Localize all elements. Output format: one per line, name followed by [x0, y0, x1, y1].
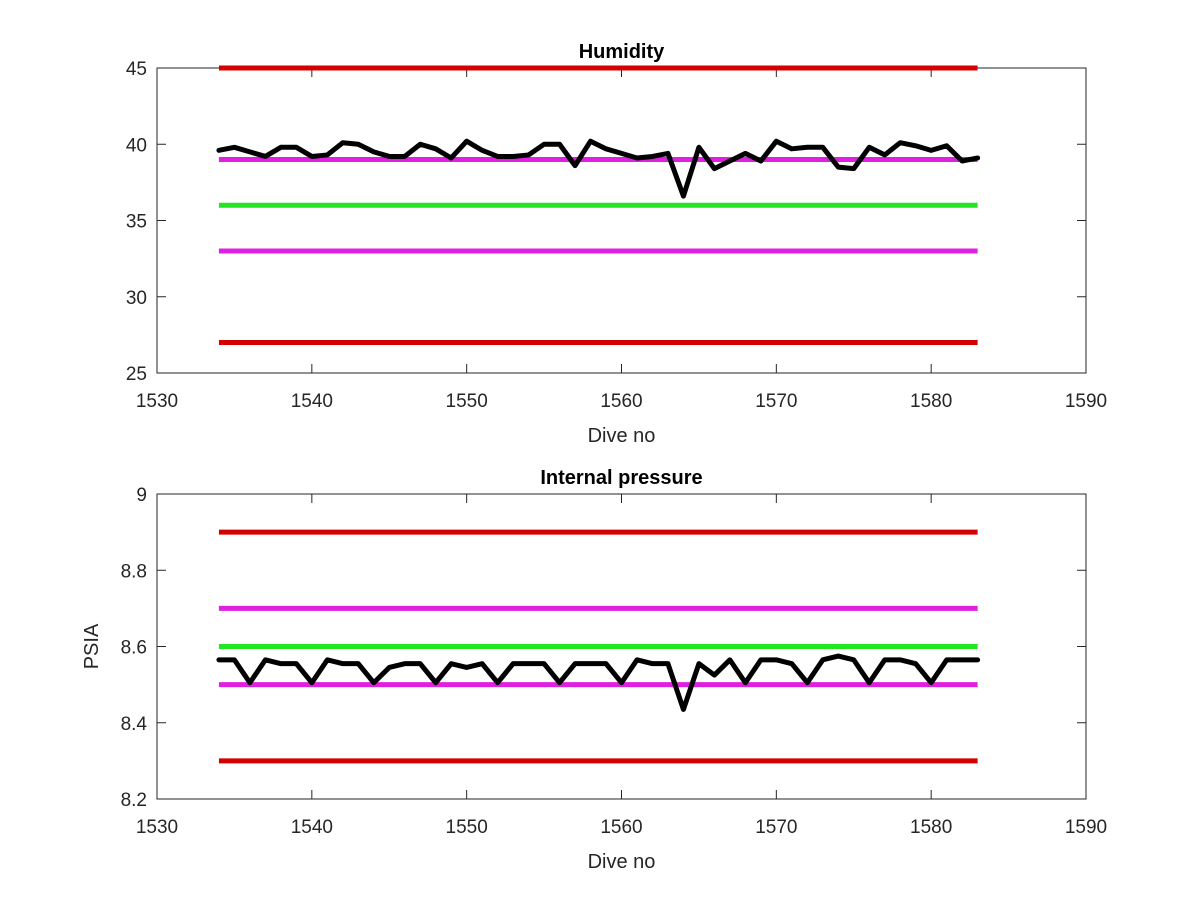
- y-tick-label: 30: [126, 288, 147, 309]
- y-tick-label: 25: [126, 364, 147, 385]
- y-tick-label: 35: [126, 212, 147, 233]
- x-tick-label: 1590: [1065, 391, 1107, 412]
- x-tick-label: 1570: [755, 391, 797, 412]
- x-tick-label: 1560: [600, 391, 642, 412]
- y-tick-label: 9: [136, 485, 147, 506]
- chart-title: Humidity: [579, 41, 665, 63]
- y-tick-label: 8.2: [121, 790, 147, 811]
- x-axis-label: Dive no: [588, 425, 656, 447]
- y-axis-label: PSIA: [81, 623, 103, 669]
- series-line: [216, 138, 981, 199]
- axes-box: [156, 67, 1087, 374]
- x-tick-label: 1570: [755, 817, 797, 838]
- y-tick-label: 8.4: [121, 714, 148, 735]
- y-tick-label: 45: [126, 59, 147, 80]
- chart-title: Internal pressure: [540, 467, 702, 489]
- chart-panel-0: 1530 1540 1550 1560 1570 1580 1590 25 30 35 40 45 Hu…: [126, 41, 1107, 447]
- x-tick-label: 1550: [446, 391, 488, 412]
- x-tick-label: 1580: [910, 817, 952, 838]
- series-line: [216, 653, 981, 712]
- x-tick-label: 1530: [136, 817, 178, 838]
- y-tick-label: 8.6: [121, 638, 147, 659]
- x-tick-label: 1550: [446, 817, 488, 838]
- x-tick-label: 1580: [910, 391, 952, 412]
- x-tick-label: 1590: [1065, 817, 1107, 838]
- x-tick-label: 1530: [136, 391, 178, 412]
- x-tick-label: 1540: [291, 391, 333, 412]
- x-tick-label: 1540: [291, 817, 333, 838]
- x-axis-label: Dive no: [588, 851, 656, 873]
- x-tick-label: 1560: [600, 817, 642, 838]
- y-tick-label: 8.8: [121, 561, 147, 582]
- chart-panel-1: 1530 1540 1550 1560 1570 1580 1590 8.2 8.4 8.6 8.8…: [81, 467, 1107, 873]
- y-tick-label: 40: [126, 135, 147, 156]
